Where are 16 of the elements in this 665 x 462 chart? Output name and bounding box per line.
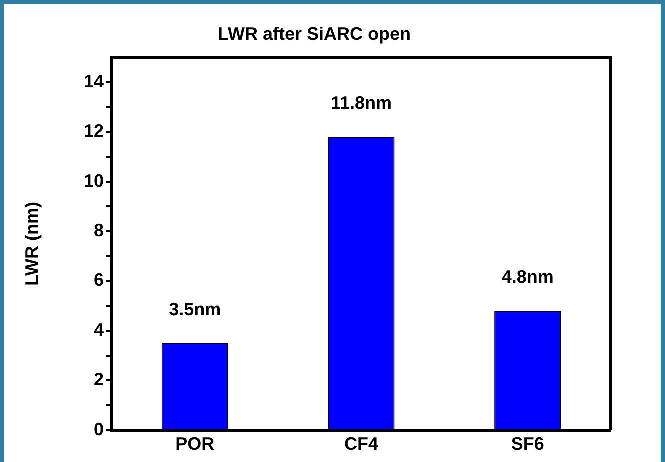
y-tick-label: 14 [84, 71, 104, 92]
data-label: 11.8nm [330, 93, 392, 114]
x-tick-label: CF4 [344, 434, 379, 454]
y-tick-label: 2 [94, 370, 104, 390]
y-tick-label: 4 [94, 320, 104, 340]
x-tick-label: SF6 [511, 434, 544, 454]
data-label: 3.5nm [169, 299, 222, 320]
y-tick-label: 12 [84, 121, 104, 142]
y-tick-label: 10 [84, 170, 104, 191]
x-tick-label: POR [176, 434, 215, 454]
y-tick-label: 6 [94, 270, 104, 290]
y-tick-label: 8 [94, 220, 104, 241]
data-label: 4.8nm [502, 267, 554, 288]
y-axis-title: LWR (nm) [22, 202, 42, 286]
chart-title: LWR after SiARC open [218, 24, 412, 44]
y-tick-label: 0 [94, 419, 104, 440]
